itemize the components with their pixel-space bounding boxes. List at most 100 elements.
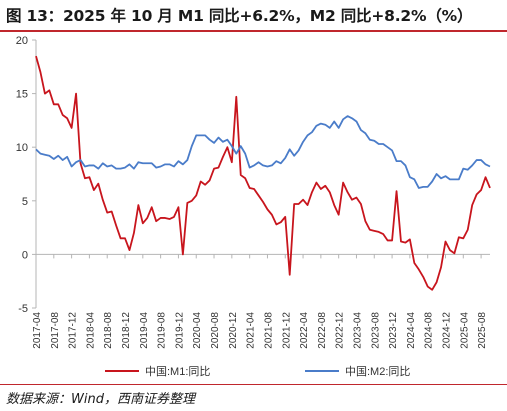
m2-data-point (320, 122, 322, 124)
m1-data-point (208, 179, 210, 181)
x-tick-label: 2017-04 (32, 312, 43, 349)
legend: 中国:M1:同比 中国:M2:同比 (105, 365, 410, 378)
m2-data-point (75, 161, 77, 163)
m2-data-point (79, 159, 81, 161)
m1-data-point (84, 177, 86, 179)
m1-data-point (231, 161, 233, 163)
m1-data-point (97, 182, 99, 184)
m2-data-point (311, 131, 313, 133)
m2-data-point (186, 159, 188, 161)
m1-data-point (378, 231, 380, 233)
m2-data-point (66, 156, 68, 158)
m2-data-point (284, 157, 286, 159)
m1-data-point (70, 127, 72, 129)
m2-data-point (70, 165, 72, 167)
m1-data-point (444, 240, 446, 242)
m2-data-point (199, 134, 201, 136)
m2-data-point (119, 167, 121, 169)
m1-data-point (311, 191, 313, 193)
x-tick-label: 2020-04 (192, 312, 203, 349)
m1-data-point (222, 156, 224, 158)
m2-data-point (93, 164, 95, 166)
m2-data-point (173, 165, 175, 167)
m1-data-point (458, 236, 460, 238)
m2-data-point (115, 167, 117, 169)
m1-data-point (342, 181, 344, 183)
m1-data-point (360, 203, 362, 205)
m2-data-point (128, 163, 130, 165)
m2-data-point (44, 154, 46, 156)
x-tick-label: 2021-04 (246, 312, 257, 349)
m2-data-point (97, 167, 99, 169)
m2-data-point (204, 134, 206, 136)
m1-data-point (168, 218, 170, 220)
x-tick-label: 2021-12 (281, 312, 292, 349)
m2-data-point (266, 165, 268, 167)
m2-data-point (124, 166, 126, 168)
m2-data-point (293, 155, 295, 157)
m1-data-point (240, 174, 242, 176)
m2-data-point (159, 165, 161, 167)
m1-data-point (159, 217, 161, 219)
m2-data-point (253, 164, 255, 166)
m1-data-point (275, 223, 277, 225)
m2-data-point (315, 125, 317, 127)
m2-series-line (35, 115, 491, 189)
m2-data-point (489, 165, 491, 167)
m1-data-point (57, 103, 59, 105)
m2-data-point (271, 164, 273, 166)
y-axis: -5 0 5 10 15 20 (16, 35, 37, 315)
m1-data-point (391, 239, 393, 241)
m1-data-point (484, 176, 486, 178)
m2-data-point (275, 160, 277, 162)
m2-data-point (360, 129, 362, 131)
m1-data-point (333, 204, 335, 206)
m1-data-point (235, 96, 237, 98)
m2-data-point (289, 148, 291, 150)
bottom-rule (0, 384, 507, 385)
m2-data-point (471, 164, 473, 166)
m2-data-point (364, 132, 366, 134)
x-tick-label: 2020-08 (210, 312, 221, 349)
m1-data-point (297, 203, 299, 205)
m1-data-point (453, 252, 455, 254)
m2-data-point (475, 159, 477, 161)
m2-data-point (453, 178, 455, 180)
m2-data-point (48, 155, 50, 157)
m2-data-point (262, 164, 264, 166)
y-tick-label: 5 (22, 196, 28, 208)
m1-data-point (324, 185, 326, 187)
m1-data-point (115, 224, 117, 226)
m2-data-point (422, 186, 424, 188)
chart-title: 图 13：2025 年 10 月 M1 同比+6.2%，M2 同比+8.2%（%… (6, 7, 473, 25)
x-tick-label: 2017-08 (50, 312, 61, 349)
x-tick-label: 2017-12 (68, 312, 79, 349)
m1-data-point (395, 190, 397, 192)
m1-data-point (66, 117, 68, 119)
m2-data-point (182, 163, 184, 165)
m1-data-point (191, 200, 193, 202)
m2-data-point (35, 148, 37, 150)
m1-data-point (182, 253, 184, 255)
m1-data-point (489, 187, 491, 189)
m1-data-point (320, 188, 322, 190)
m1-data-point (337, 214, 339, 216)
m2-data-point (248, 166, 250, 168)
m1-data-point (124, 237, 126, 239)
m1-data-point (422, 276, 424, 278)
m2-data-point (373, 140, 375, 142)
m1-data-point (382, 233, 384, 235)
m2-data-point (444, 175, 446, 177)
m2-data-point (302, 141, 304, 143)
legend-m2-label: 中国:M2:同比 (345, 365, 410, 378)
m1-data-point (248, 187, 250, 189)
x-tick-label: 2022-12 (335, 312, 346, 349)
m1-data-point (137, 204, 139, 206)
m2-data-point (395, 160, 397, 162)
m1-data-point (75, 92, 77, 94)
m2-data-point (213, 142, 215, 144)
m1-data-point (471, 204, 473, 206)
m2-data-point (378, 143, 380, 145)
m2-data-point (324, 123, 326, 125)
m1-data-point (253, 188, 255, 190)
